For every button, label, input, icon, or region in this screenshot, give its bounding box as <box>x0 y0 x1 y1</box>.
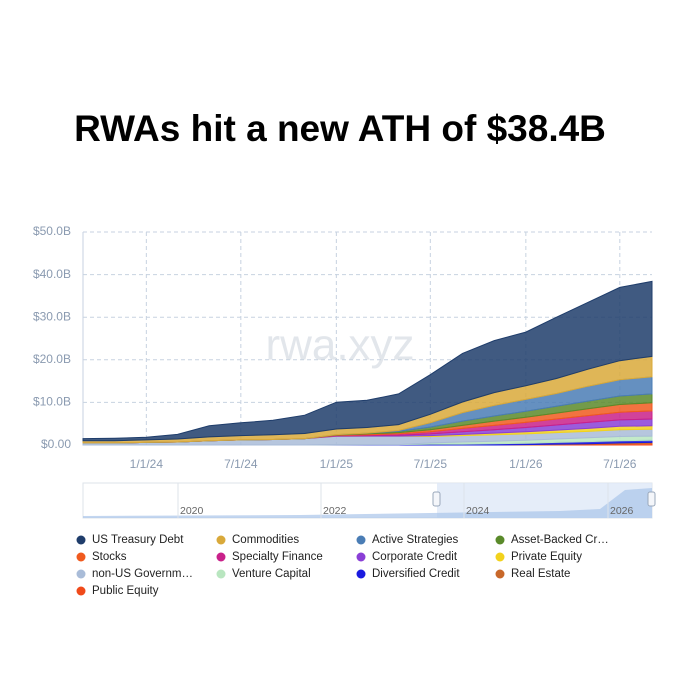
x-tick-label: 1/1/25 <box>320 457 354 471</box>
legend-swatch <box>356 535 366 545</box>
navigator-series <box>83 488 652 518</box>
x-tick-label: 7/1/25 <box>414 457 448 471</box>
legend-label: Diversified Credit <box>372 568 460 580</box>
x-tick-label: 1/1/26 <box>509 457 543 471</box>
legend-label: non-US Governm… <box>92 568 193 580</box>
legend-label: Asset-Backed Cr… <box>511 534 609 546</box>
legend-swatch <box>356 569 366 579</box>
legend-label: Commodities <box>232 534 299 546</box>
legend-label: Corporate Credit <box>372 551 458 563</box>
area <box>82 280 653 442</box>
legend-swatch <box>216 552 226 562</box>
navigator-label: 2024 <box>466 505 490 517</box>
chart-title: RWAs hit a new ATH of $38.4B <box>74 108 606 149</box>
y-tick-label: $50.0B <box>33 224 71 238</box>
navigator-handle[interactable] <box>432 491 441 507</box>
navigator-label: 2026 <box>610 505 634 517</box>
legend-label: US Treasury Debt <box>92 534 184 546</box>
y-tick-label: $40.0B <box>33 267 71 281</box>
y-tick-label: $10.0B <box>33 395 71 409</box>
legend-swatch <box>216 569 226 579</box>
navigator-label: 2022 <box>323 505 347 517</box>
y-tick-label: $0.00 <box>41 437 71 451</box>
legend-swatch <box>216 535 226 545</box>
legend-label: Active Strategies <box>372 534 459 546</box>
navigator <box>82 482 656 519</box>
legend-swatch <box>356 552 366 562</box>
x-tick-label: 7/1/26 <box>603 457 637 471</box>
legend-swatch <box>76 586 86 596</box>
watermark: rwa.xyz <box>265 321 414 370</box>
legend-swatch <box>495 535 505 545</box>
navigator-label: 2020 <box>180 505 204 517</box>
legend-swatch <box>76 569 86 579</box>
legend-label: Venture Capital <box>232 568 311 580</box>
legend-label: Stocks <box>92 551 127 563</box>
x-tick-label: 7/1/24 <box>224 457 258 471</box>
legend-label: Specialty Finance <box>232 551 323 563</box>
x-tick-label: 1/1/24 <box>130 457 164 471</box>
legend-swatch <box>76 535 86 545</box>
legend-swatch <box>495 569 505 579</box>
legend-label: Real Estate <box>511 568 570 580</box>
legend-label: Public Equity <box>92 585 159 597</box>
legend-label: Private Equity <box>511 551 582 563</box>
y-tick-label: $30.0B <box>33 309 71 323</box>
legend-swatch <box>495 552 505 562</box>
y-tick-label: $20.0B <box>33 352 71 366</box>
legend-swatch <box>76 552 86 562</box>
navigator-handle[interactable] <box>647 491 656 507</box>
